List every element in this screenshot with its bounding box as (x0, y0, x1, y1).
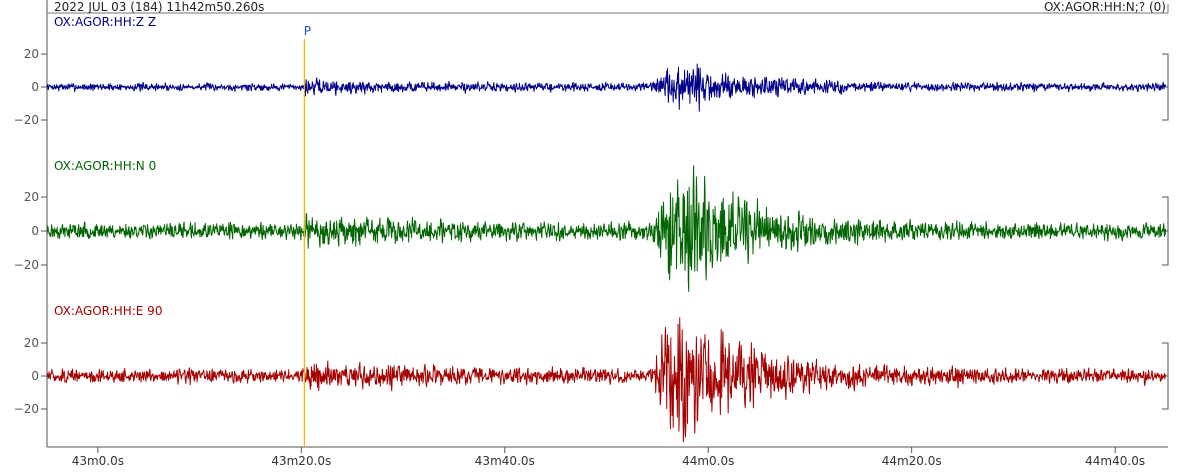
y-tick-label: 0 (31, 80, 39, 94)
x-tick-label: 43m40.0s (475, 454, 535, 468)
waveform-2 (46, 165, 1167, 292)
waveform-1 (46, 63, 1167, 112)
time-axis: 43m0.0s 43m20.0s 43m40.0s 44m0.0s 44m20.0s 44… (72, 447, 1145, 468)
y-tick-label: −20 (14, 113, 39, 127)
right-scale-bracket (1162, 53, 1169, 121)
trace-title: OX:AGOR:HH:E 90 (54, 304, 162, 318)
trace-panels: OX:AGOR:HH:Z Z 20 0 −20 OX:AGOR:HH:N 0 20 0 −20… (14, 15, 1169, 443)
waveform-3 (46, 317, 1167, 443)
trace-title: OX:AGOR:HH:N 0 (54, 159, 156, 173)
trace-panel-2: OX:AGOR:HH:N 0 20 0 −20 (14, 159, 1169, 292)
trace-title: OX:AGOR:HH:Z Z (54, 15, 156, 29)
channel-info-label: OX:AGOR:HH:N;? (0) (1044, 0, 1166, 14)
y-tick-label: 0 (31, 369, 39, 383)
x-tick-label: 44m0.0s (682, 454, 734, 468)
x-tick-label: 43m20.0s (271, 454, 331, 468)
p-pick-label: P (304, 24, 311, 38)
x-tick-label: 44m40.0s (1085, 454, 1145, 468)
x-tick-label: 43m0.0s (72, 454, 124, 468)
y-tick-label: −20 (14, 402, 39, 416)
y-tick-label: −20 (14, 258, 39, 272)
y-tick-label: 0 (31, 224, 39, 238)
y-tick-label: 20 (24, 190, 39, 204)
x-tick-label: 44m20.0s (882, 454, 942, 468)
plot-frame (46, 0, 1169, 448)
start-time-label: 2022 JUL 03 (184) 11h42m50.260s (54, 0, 264, 14)
y-tick-label: 20 (24, 336, 39, 350)
trace-panel-1: OX:AGOR:HH:Z Z 20 0 −20 (14, 15, 1169, 127)
trace-panel-3: OX:AGOR:HH:E 90 20 0 −20 (14, 304, 1169, 443)
p-pick-marker[interactable]: P (303, 24, 311, 447)
y-tick-label: 20 (24, 47, 39, 61)
